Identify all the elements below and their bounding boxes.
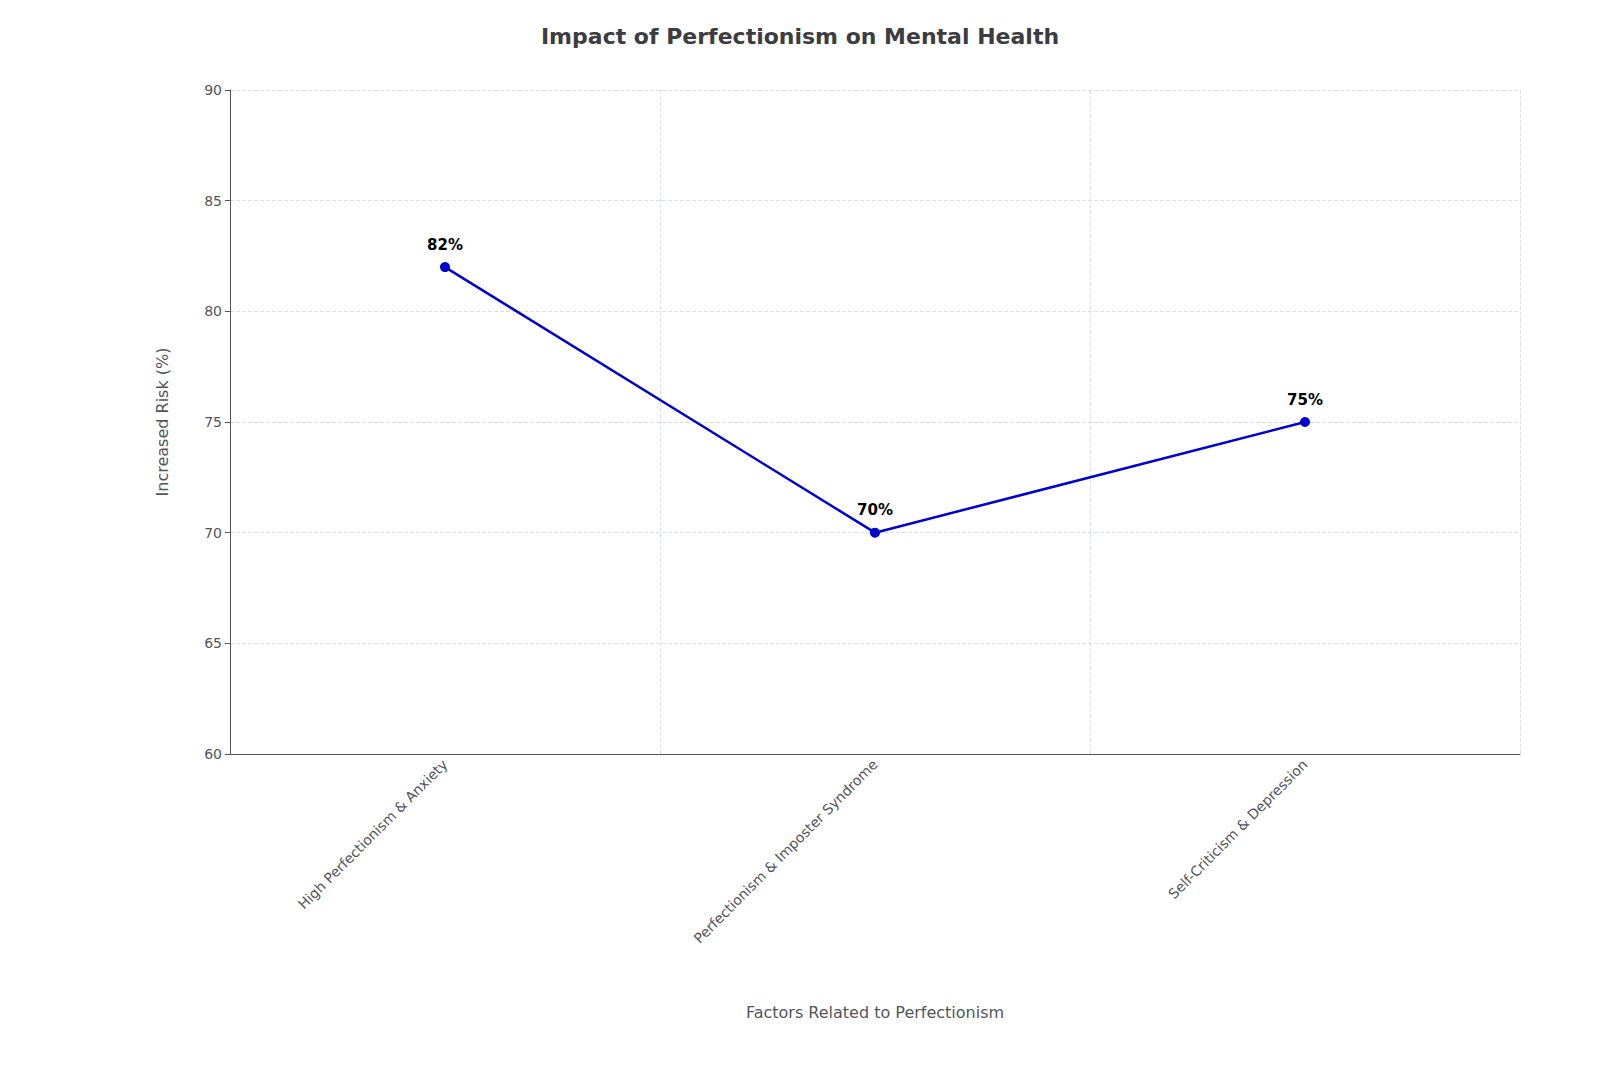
svg-text:70%: 70% [857, 501, 893, 519]
svg-text:Impact of Perfectionism on Men: Impact of Perfectionism on Mental Health [541, 24, 1059, 49]
svg-text:65: 65 [204, 635, 222, 651]
svg-text:85: 85 [204, 193, 222, 209]
svg-text:70: 70 [204, 525, 222, 541]
svg-text:75: 75 [204, 414, 222, 430]
svg-text:Perfectionism & Imposter Syndr: Perfectionism & Imposter Syndrome [691, 756, 881, 946]
svg-text:60: 60 [204, 746, 222, 762]
svg-text:82%: 82% [427, 236, 463, 254]
svg-text:90: 90 [204, 82, 222, 98]
svg-text:80: 80 [204, 303, 222, 319]
svg-text:Increased Risk (%): Increased Risk (%) [153, 348, 172, 497]
svg-text:75%: 75% [1287, 391, 1323, 409]
svg-text:Factors Related to Perfectioni: Factors Related to Perfectionism [746, 1003, 1004, 1022]
svg-text:High Perfectionism & Anxiety: High Perfectionism & Anxiety [295, 756, 451, 912]
svg-text:Self-Criticism & Depression: Self-Criticism & Depression [1165, 756, 1311, 902]
